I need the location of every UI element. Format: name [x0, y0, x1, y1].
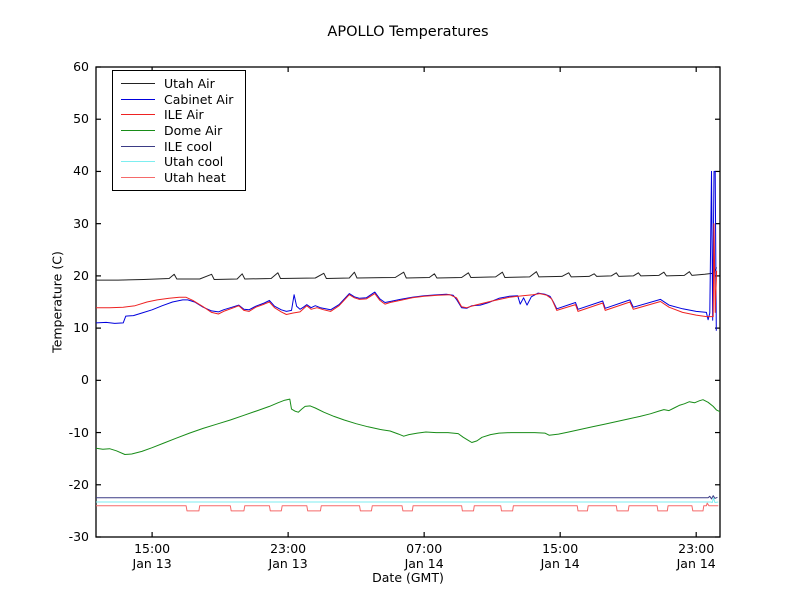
legend-swatch-dome-air: [121, 130, 155, 132]
legend-item-dome-air: Dome Air: [121, 123, 233, 139]
legend-swatch-ile-cool: [121, 145, 155, 147]
y-tick-label: 40: [73, 163, 89, 179]
x-tick-label: 07:00 Jan 14: [404, 541, 444, 571]
legend-item-cabinet-air: Cabinet Air: [121, 92, 233, 108]
series-line-utah-air: [96, 267, 718, 281]
legend-item-utah-cool: Utah cool: [121, 154, 233, 170]
plot-frame: [95, 66, 721, 538]
series-lines: [96, 170, 721, 512]
x-tick-label: 15:00 Jan 14: [540, 541, 580, 571]
legend-label: Utah Air: [164, 76, 215, 92]
x-axis-label: Date (GMT): [372, 570, 444, 585]
y-tick-label: 0: [81, 372, 89, 388]
legend: Utah Air Cabinet Air ILE Air Dome Air ILE co…: [112, 70, 247, 192]
y-tick-label: 20: [73, 267, 89, 283]
legend-label: ILE Air: [164, 107, 204, 123]
legend-label: Utah heat: [164, 169, 226, 185]
legend-label: ILE cool: [164, 138, 213, 154]
series-line-dome-air: [96, 398, 721, 455]
y-tick-label: 30: [73, 215, 89, 231]
y-axis-label: Temperature (C): [49, 251, 65, 353]
series-line-ile-air: [96, 223, 718, 318]
legend-item-utah-air: Utah Air: [121, 76, 233, 92]
x-tick-label: 23:00 Jan 14: [676, 541, 716, 571]
legend-label: Dome Air: [164, 123, 223, 139]
x-tick-label: 15:00 Jan 13: [132, 541, 172, 571]
y-tick-label: 10: [73, 320, 89, 336]
series-line-utah-heat: [96, 502, 719, 512]
series-line-cabinet-air: [96, 170, 717, 331]
legend-swatch-cabinet-air: [121, 98, 155, 100]
chart-title: APOLLO Temperatures: [327, 24, 489, 40]
y-tick-label: -20: [68, 476, 89, 492]
series-line-ile-cool: [96, 495, 718, 500]
legend-swatch-utah-air: [121, 83, 155, 85]
legend-item-utah-heat: Utah heat: [121, 170, 233, 186]
y-tick-label: 60: [73, 59, 89, 74]
legend-label: Utah cool: [164, 154, 224, 170]
legend-swatch-utah-heat: [121, 176, 155, 178]
legend-label: Cabinet Air: [164, 91, 234, 107]
x-tick-label: 23:00 Jan 13: [268, 541, 308, 571]
series-line-utah-cool: [96, 497, 719, 503]
y-tick-label: 50: [73, 111, 89, 127]
legend-swatch-ile-air: [121, 114, 155, 116]
y-tick-label: -30: [68, 529, 89, 544]
legend-item-ile-cool: ILE cool: [121, 138, 233, 154]
y-tick-label: -10: [68, 424, 89, 440]
legend-item-ile-air: ILE Air: [121, 107, 233, 123]
legend-swatch-utah-cool: [121, 161, 155, 163]
